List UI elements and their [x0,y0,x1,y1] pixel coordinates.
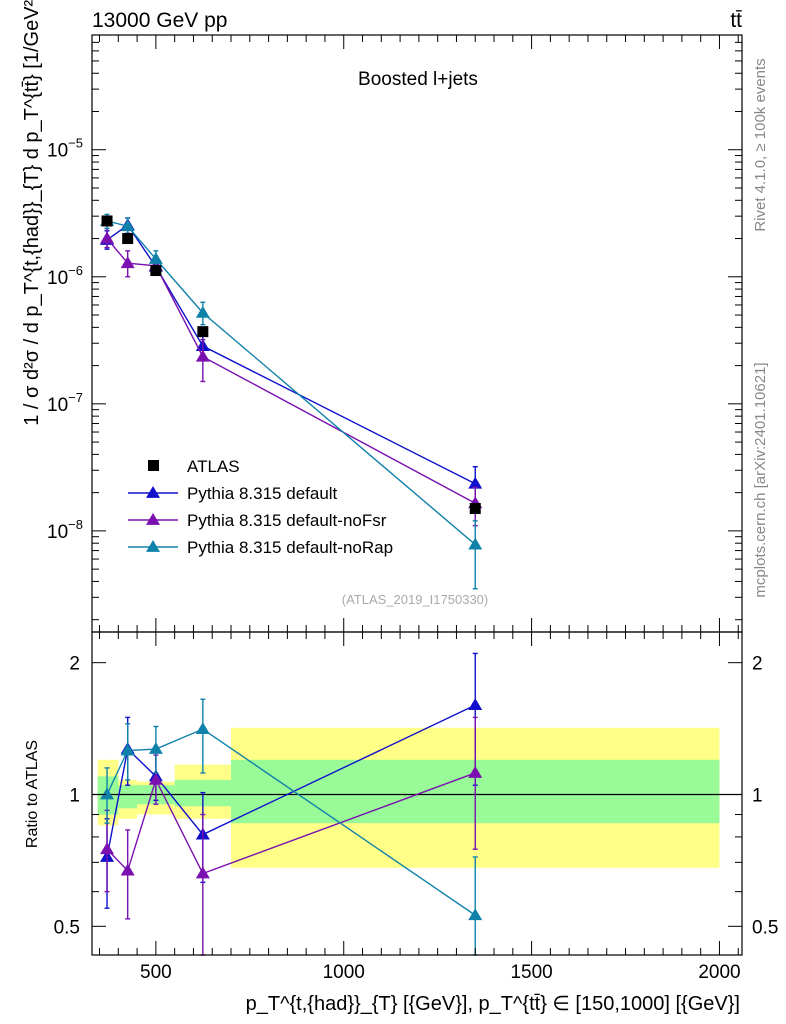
x-tick-label: 1000 [323,962,365,983]
legend: ATLAS Pythia 8.315 default Pythia 8.315 de… [128,457,393,557]
ratio-band-inner [118,785,138,809]
main-y-tick-label: 10−6 [47,263,83,289]
atlas-data-point [122,233,134,245]
ratio-y-ticks: 0.5 0.5 1 1 2 2 [54,654,779,939]
ratio-y-tick-label-right: 1 [752,785,763,806]
energy-label: 13000 GeV pp [92,9,227,32]
ratio-marker-noRap [468,908,483,921]
ratio-marker-noFsr [148,772,163,785]
legend-marker-default [146,486,160,498]
x-ticks: 500 1000 1500 2000 [99,35,741,983]
main-y-label: 1 / σ d²σ / d p_T^{t,{had}}_{T} d p_T^{t… [21,0,43,426]
ratio-marker-noFsr [468,765,483,778]
legend-label-default: Pythia 8.315 default [187,484,338,503]
ratio-series-noRap [100,698,483,956]
ratio-y-label: Ratio to ATLAS [24,740,41,848]
legend-marker-noRap [146,540,160,552]
ratio-marker-noRap [120,743,135,756]
main-marker-noRap [195,305,210,318]
main-marker-default [468,476,483,489]
x-tick-label: 1500 [510,962,552,983]
ratio-y-tick-label: 2 [69,654,80,675]
legend-label-noFsr: Pythia 8.315 default-noFsr [187,511,387,530]
x-tick-label: 2000 [698,962,740,983]
ratio-y-tick-label-right: 0.5 [752,917,778,938]
atlas-data-point [469,503,481,515]
main-y-tick-label: 10−7 [47,390,83,416]
ratio-marker-noRap [195,722,210,735]
ratio-marker-noRap [148,742,163,754]
main-marker-noFsr [100,231,115,244]
mcplots-label: mcplots.cern.ch [arXiv:2401.10621] [752,362,769,597]
main-panel: Boosted l+jets (ATLAS_2019_I1750330) 10−… [21,0,743,633]
main-y-tick-label: 10−8 [47,517,83,543]
x-tick-label: 500 [140,962,172,983]
legend-label-noRap: Pythia 8.315 default-noRap [187,538,393,557]
main-marker-noRap [120,219,135,232]
ratio-marker-noFsr [120,863,135,876]
ratio-panel: 0.5 0.5 1 1 2 2 500 1000 1500 2000 Ratio to ATLA… [24,35,778,1015]
main-line-default [106,224,476,485]
ratio-series-noFsr [100,716,483,956]
ratio-series [100,652,483,956]
main-y-tick-label: 10−5 [47,136,83,162]
legend-marker-atlas [148,460,159,471]
ratio-marker-default [468,698,483,711]
x-axis-label: p_T^{t,{had}}_{T} [{GeV}], p_T^{tt̄} ∈ [… [246,993,740,1015]
main-title: Boosted l+jets [358,69,478,90]
main-line-noFsr [106,238,476,504]
ratio-marker-noFsr [100,842,115,855]
main-marker-noFsr [120,256,135,269]
analysis-id: (ATLAS_2019_I1750330) [342,592,488,607]
main-y-ticks: 10−8 10−7 10−6 10−5 [47,34,742,621]
ratio-y-tick-label-right: 2 [752,654,763,675]
atlas-data-point [150,265,162,277]
atlas-data-point [197,326,209,338]
ratio-marker-noFsr [195,866,210,879]
ratio-y-tick-label: 0.5 [54,917,80,938]
ratio-y-tick-label: 1 [69,785,80,806]
ratio-marker-noRap [100,787,115,800]
legend-marker-noFsr [146,513,160,525]
main-marker-noRap [468,537,483,550]
main-marker-noRap [148,252,163,264]
legend-label-atlas: ATLAS [187,457,240,476]
ratio-frame [91,631,743,956]
process-label: tt̄ [730,9,742,32]
main-marker-noFsr [195,349,210,362]
main-data-points [101,215,481,515]
atlas-data-point [101,215,113,227]
rivet-label: Rivet 4.1.0, ≥ 100k events [752,58,769,231]
